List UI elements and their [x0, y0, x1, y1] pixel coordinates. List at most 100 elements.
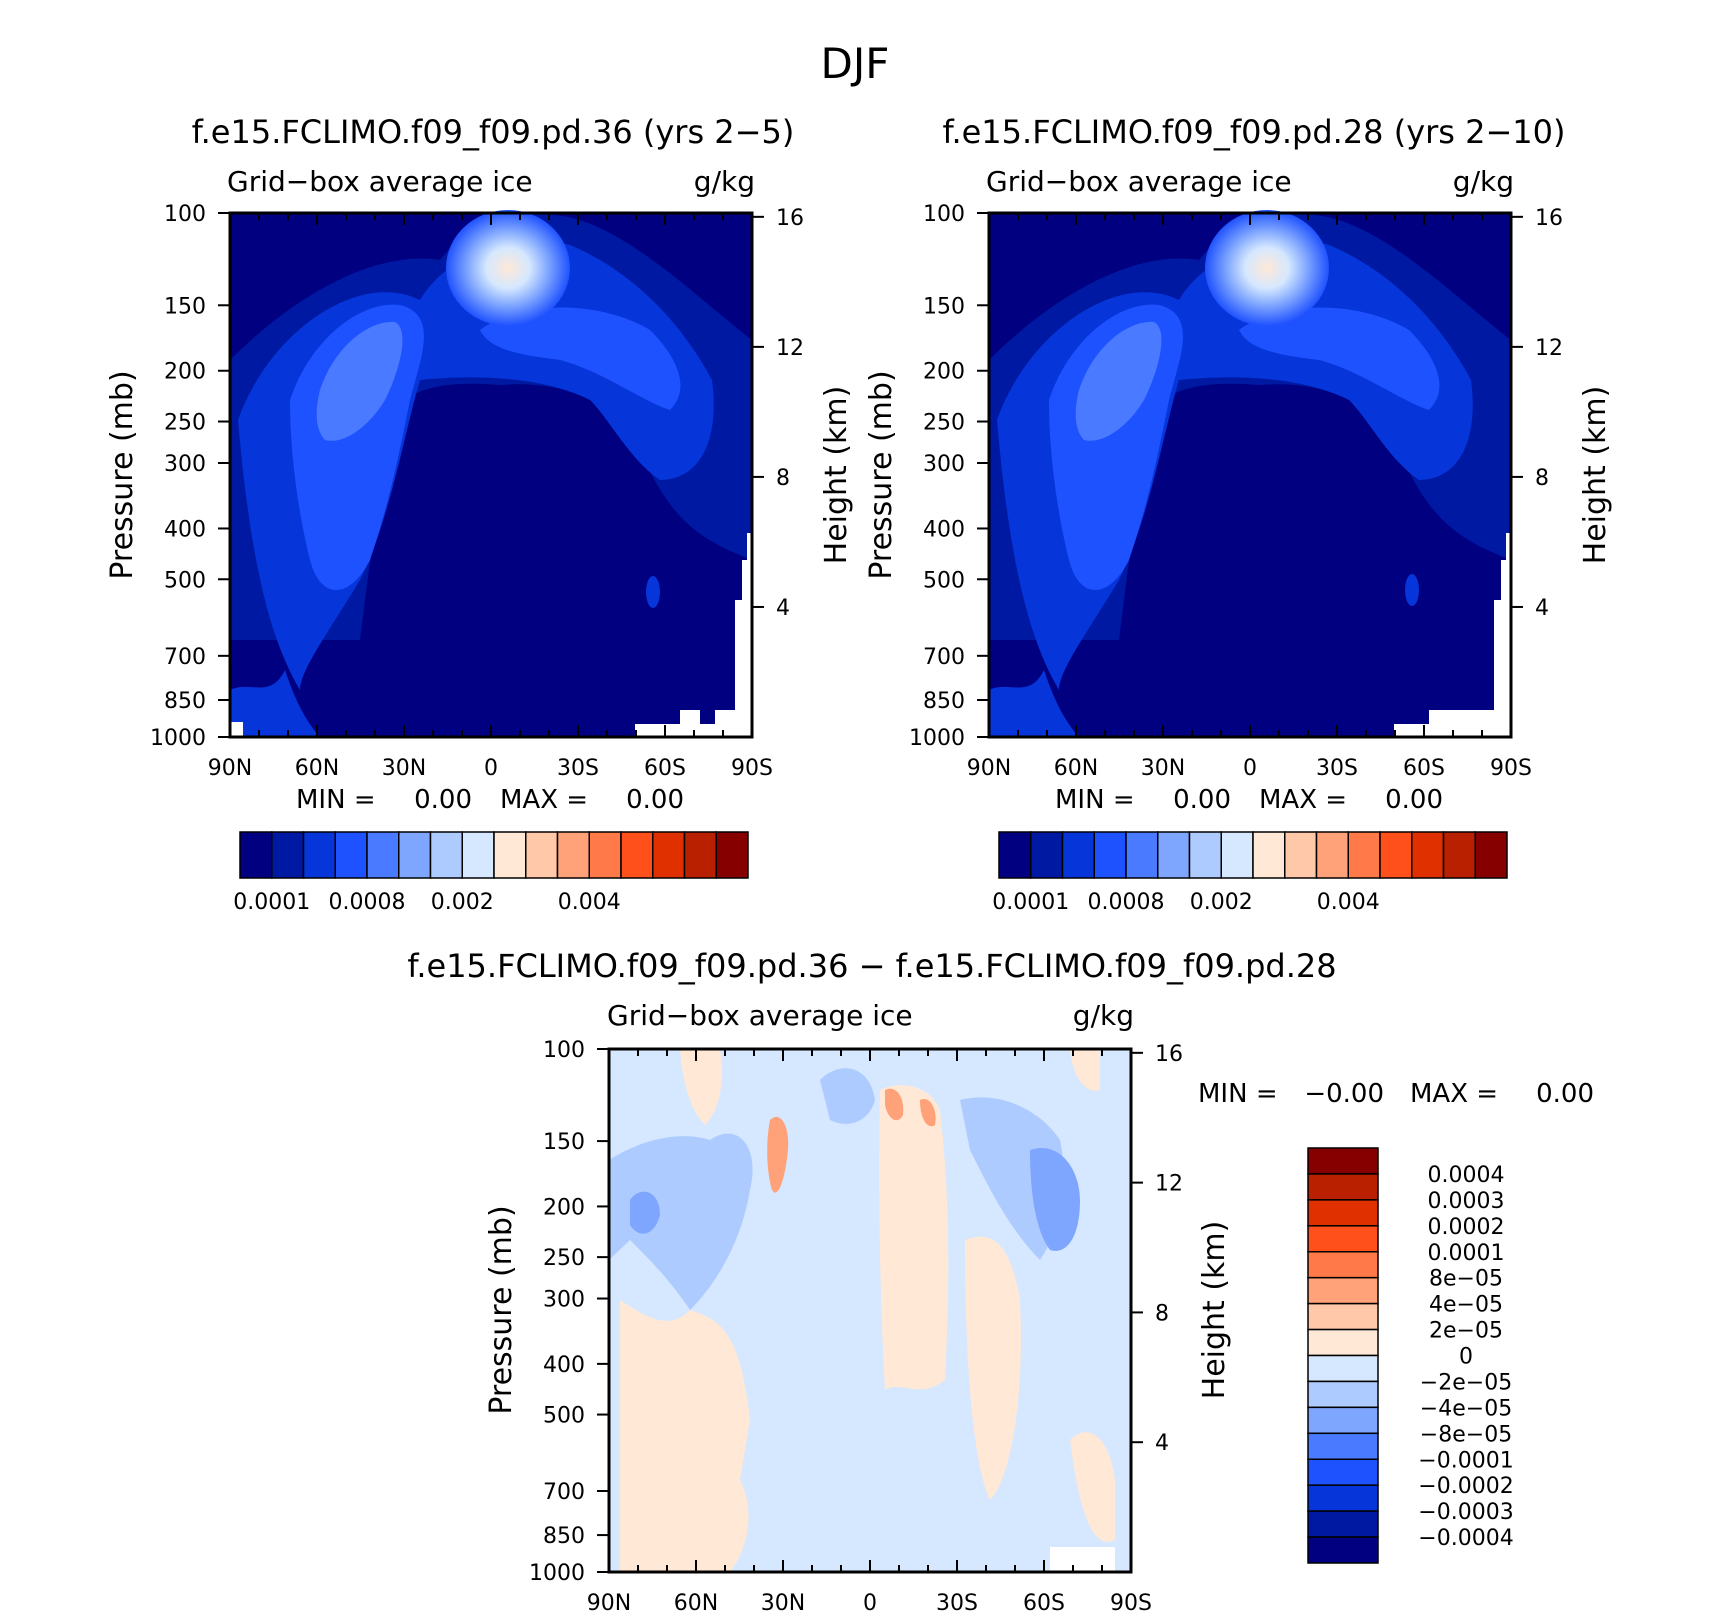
panel-left-colorbar: 0.0001 0.0008 0.002 0.004 [233, 831, 749, 915]
colorbar-box [620, 831, 654, 879]
colorbar-box [1307, 1354, 1379, 1383]
y-tick-label: 400 [543, 1353, 585, 1378]
x-tick-label: 90S [1110, 1591, 1152, 1616]
panel-left-small-patch [646, 576, 660, 608]
panel-difference-colorbar: 0.00040.00030.00020.00018e−054e−052e−050… [1307, 1147, 1514, 1564]
panel-difference-max-label: MAX = [1410, 1079, 1498, 1109]
panel-difference-y2label: Height (km) [1197, 1221, 1232, 1400]
colorbar-box [1093, 831, 1127, 879]
colorbar-box [1411, 831, 1445, 879]
height-tick-label: 12 [1535, 336, 1563, 361]
y-tick-label: 200 [164, 360, 206, 385]
colorbar-box [1315, 831, 1349, 879]
colorbar-box [334, 831, 368, 879]
colorbar-label: 0.002 [1190, 890, 1253, 915]
colorbar-box [1347, 831, 1381, 879]
x-tick-label: 30S [936, 1591, 978, 1616]
x-tick-label: 30N [761, 1591, 805, 1616]
colorbar-box [998, 831, 1032, 879]
colorbar-box [1307, 1251, 1379, 1279]
x-tick-label: 30N [382, 756, 426, 781]
colorbar-label: −0.0001 [1418, 1448, 1513, 1473]
x-tick-label: 90N [967, 756, 1011, 781]
panel-right-max-value: 0.00 [1385, 785, 1443, 815]
panel-left-units: g/kg [694, 165, 755, 198]
panel-difference-positive-south [965, 1236, 1115, 1542]
y-tick-label: 500 [923, 568, 965, 593]
panel-difference-negative-north [609, 1133, 753, 1310]
y-tick-label: 150 [923, 294, 965, 319]
panel-right-y2label: Height (km) [1578, 386, 1613, 565]
y-tick-label: 250 [923, 411, 965, 436]
x-tick-label: 30S [1316, 756, 1358, 781]
y-tick-label: 500 [543, 1404, 585, 1429]
panel-right-height-axis: 16 12 8 4 [1511, 206, 1563, 621]
panel-right-max-label: MAX = [1259, 785, 1347, 815]
colorbar-box [429, 831, 463, 879]
panel-difference-missing-data [1050, 1547, 1115, 1572]
panel-difference-ylabel: Pressure (mb) [484, 1205, 519, 1414]
panel-difference-min-value: −0.00 [1304, 1079, 1384, 1109]
y-tick-label: 700 [164, 645, 206, 670]
colorbar-label: 0.0001 [1428, 1241, 1505, 1266]
panel-right-min-value: 0.00 [1173, 785, 1231, 815]
panel-left-lowlevel-patches [230, 670, 320, 737]
y-tick-label: 300 [923, 452, 965, 477]
x-tick-label: 0 [484, 756, 498, 781]
height-tick-label: 8 [1535, 466, 1549, 491]
x-tick-label: 0 [863, 1591, 877, 1616]
panel-left-ylabel: Pressure (mb) [105, 370, 140, 579]
colorbar-box [1284, 831, 1318, 879]
panel-difference: f.e15.FCLIMO.f09_f09.pd.36 − f.e15.FCLIM… [407, 947, 1594, 1616]
height-tick-label: 16 [1155, 1042, 1183, 1067]
panel-difference-negative-core [630, 1148, 1080, 1251]
colorbar-label: 0.004 [1317, 890, 1380, 915]
y-tick-label: 400 [164, 517, 206, 542]
x-tick-label: 60S [1023, 1591, 1065, 1616]
height-tick-label: 16 [1535, 206, 1563, 231]
colorbar-box [1125, 831, 1159, 879]
panel-left-plot-area [228, 210, 754, 739]
panel-left-y2label: Height (km) [819, 386, 854, 565]
x-tick-label: 90N [208, 756, 252, 781]
colorbar-label: 0.0004 [1428, 1163, 1505, 1188]
y-tick-label: 100 [923, 202, 965, 227]
colorbar-label: 0.0001 [992, 890, 1069, 915]
colorbar-box [302, 831, 336, 879]
colorbar-box [493, 831, 527, 879]
y-tick-label: 700 [923, 645, 965, 670]
colorbar-box [461, 831, 495, 879]
colorbar-box [588, 831, 622, 879]
panel-left-missing-data [230, 533, 752, 737]
y-tick-label: 300 [543, 1288, 585, 1313]
y-tick-label: 250 [164, 411, 206, 436]
panel-left-x-axis: 90N 60N 30N 0 30S 60S 90S [208, 213, 773, 781]
colorbar-label: 0.0001 [233, 890, 310, 915]
colorbar-label: −0.0004 [1418, 1526, 1513, 1551]
panel-difference-title: f.e15.FCLIMO.f09_f09.pd.36 − f.e15.FCLIM… [407, 947, 1336, 985]
colorbar-box [1307, 1458, 1379, 1486]
colorbar-box [1379, 831, 1413, 879]
panel-left-jet-maximum [446, 210, 570, 326]
height-tick-label: 12 [776, 336, 804, 361]
colorbar-label: −0.0002 [1418, 1474, 1513, 1499]
panel-right-units: g/kg [1453, 165, 1514, 198]
y-tick-label: 100 [164, 202, 206, 227]
colorbar-box [1252, 831, 1286, 879]
panel-left-title: f.e15.FCLIMO.f09_f09.pd.36 (yrs 2−5) [192, 113, 795, 151]
panel-right-x-axis: 90N 60N 30N 0 30S 60S 90S [967, 213, 1532, 781]
panel-right: f.e15.FCLIMO.f09_f09.pd.28 (yrs 2−10) Gr… [864, 113, 1613, 915]
colorbar-box [1157, 831, 1191, 879]
panel-left-field-label: Grid−box average ice [227, 165, 533, 198]
colorbar-label: −0.0003 [1418, 1500, 1513, 1525]
colorbar-box [398, 831, 432, 879]
y-tick-label: 700 [543, 1480, 585, 1505]
y-tick-label: 100 [543, 1038, 585, 1063]
panel-difference-field-label: Grid−box average ice [607, 999, 913, 1032]
colorbar-label: 8e−05 [1429, 1267, 1503, 1292]
colorbar-box [556, 831, 590, 879]
colorbar-label: 4e−05 [1429, 1293, 1503, 1318]
panel-difference-min-label: MIN = [1198, 1079, 1278, 1109]
panel-difference-units: g/kg [1073, 999, 1134, 1032]
